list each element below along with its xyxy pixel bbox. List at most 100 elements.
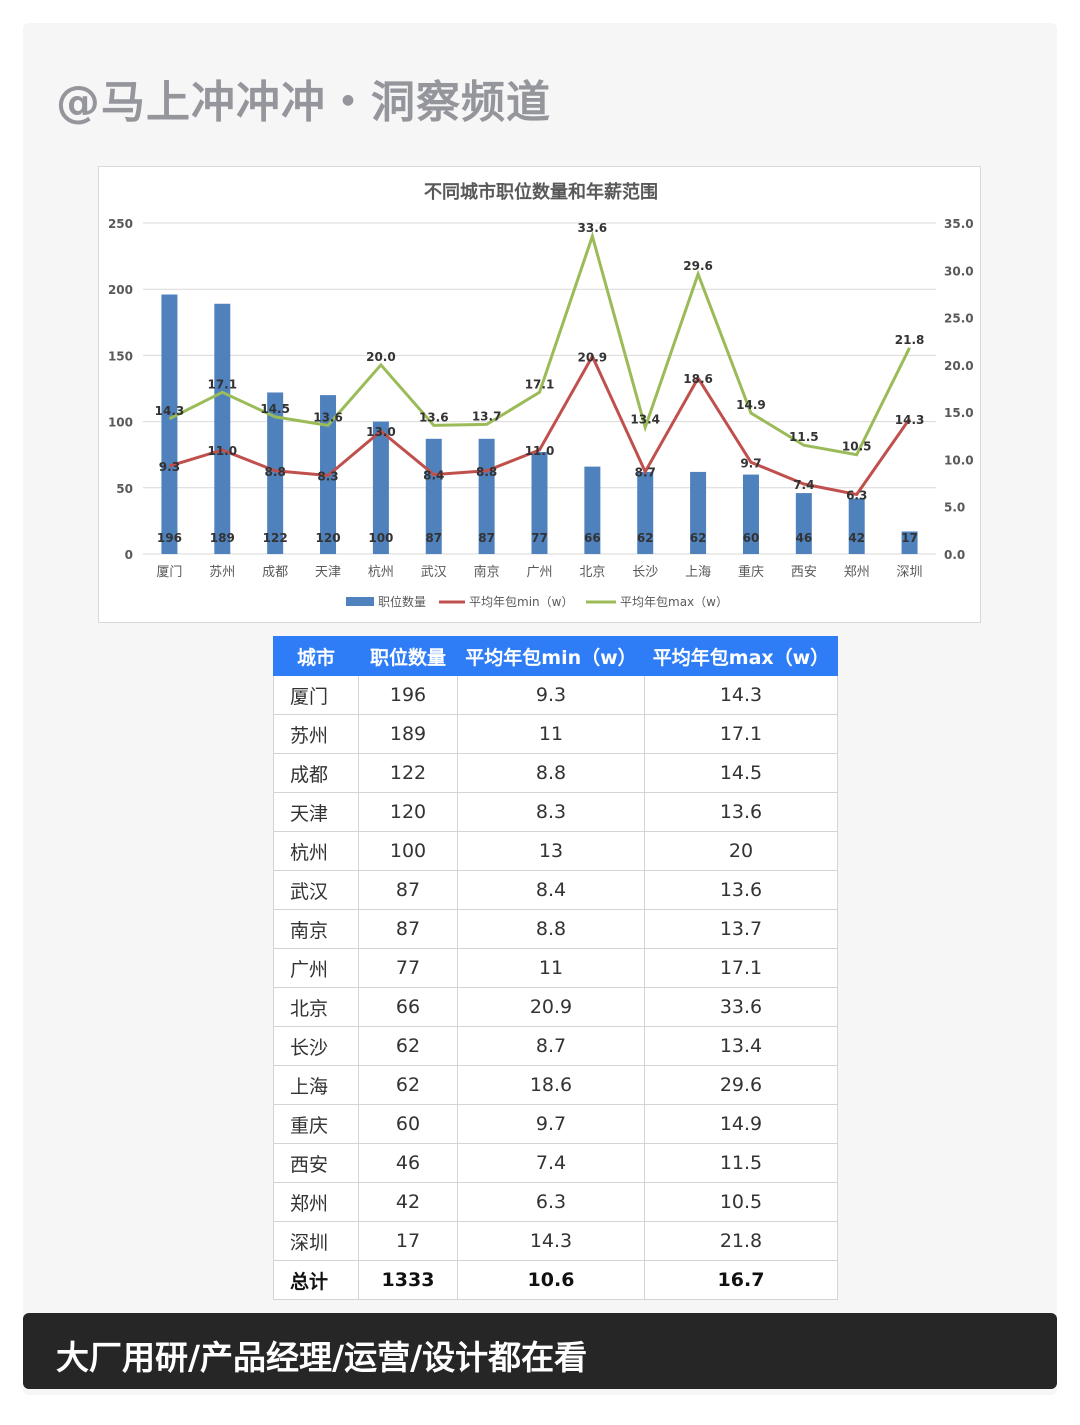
bar <box>161 294 178 554</box>
right-axis-tick: 10.0 <box>944 453 974 467</box>
cell-city: 郑州 <box>273 1182 359 1222</box>
cell-salary-max: 16.7 <box>644 1260 838 1300</box>
table-row: 上海 62 18.6 29.6 <box>273 1065 838 1105</box>
min-salary-line <box>168 353 911 497</box>
bar-value-label: 42 <box>848 531 865 545</box>
bar <box>584 466 601 554</box>
table-row: 厦门 196 9.3 14.3 <box>273 675 838 715</box>
bar <box>848 498 865 554</box>
right-axis-tick: 30.0 <box>944 264 974 278</box>
bar-value-label: 77 <box>531 531 548 545</box>
bar-value-label: 62 <box>637 531 654 545</box>
cell-city: 重庆 <box>273 1104 359 1144</box>
cell-salary-min: 8.8 <box>457 753 645 793</box>
cell-job-count: 60 <box>358 1104 458 1144</box>
cell-city: 深圳 <box>273 1221 359 1261</box>
cell-salary-max: 20 <box>644 831 838 871</box>
cell-salary-min: 20.9 <box>457 987 645 1027</box>
cell-city: 上海 <box>273 1065 359 1105</box>
category-label: 南京 <box>474 564 500 580</box>
bar <box>901 531 918 554</box>
cell-job-count: 122 <box>358 753 458 793</box>
category-label: 武汉 <box>421 565 447 580</box>
header-city: 城市 <box>273 636 359 676</box>
cell-salary-min: 9.3 <box>457 675 645 715</box>
table-row: 苏州 189 11 17.1 <box>273 714 838 754</box>
legend-label: 平均年包max（w） <box>620 595 728 609</box>
category-label: 重庆 <box>738 564 764 580</box>
table-row: 武汉 87 8.4 13.6 <box>273 870 838 910</box>
category-label: 北京 <box>579 565 605 580</box>
category-label: 西安 <box>791 565 817 580</box>
cell-city: 苏州 <box>273 714 359 754</box>
cell-job-count: 87 <box>358 909 458 949</box>
cell-salary-min: 11 <box>457 948 645 988</box>
bar-value-label: 120 <box>316 531 341 545</box>
table-row: 长沙 62 8.7 13.4 <box>273 1026 838 1066</box>
category-label: 广州 <box>526 565 552 580</box>
table-row: 南京 87 8.8 13.7 <box>273 909 838 949</box>
cell-salary-max: 13.4 <box>644 1026 838 1066</box>
bar <box>742 474 759 554</box>
table-row: 深圳 17 14.3 21.8 <box>273 1221 838 1261</box>
cell-salary-max: 14.9 <box>644 1104 838 1144</box>
bar-value-label: 122 <box>263 531 288 545</box>
bar-value-label: 46 <box>795 531 812 545</box>
min-value-label: 6.3 <box>846 488 867 502</box>
table-header-row: 城市 职位数量 平均年包min（w） 平均年包max（w） <box>273 636 838 676</box>
bar <box>795 493 812 554</box>
bar-value-label: 100 <box>368 531 393 545</box>
min-value-label: 7.4 <box>793 478 814 492</box>
cell-job-count: 87 <box>358 870 458 910</box>
cell-city: 广州 <box>273 948 359 988</box>
cell-job-count: 62 <box>358 1026 458 1066</box>
category-label: 郑州 <box>844 565 870 580</box>
max-value-label: 13.7 <box>472 409 502 423</box>
left-axis-tick: 100 <box>108 416 133 430</box>
left-axis-tick: 200 <box>108 283 133 297</box>
header-salary-max: 平均年包max（w） <box>644 636 838 676</box>
category-label: 深圳 <box>897 565 923 580</box>
cell-salary-max: 10.5 <box>644 1182 838 1222</box>
cell-salary-max: 11.5 <box>644 1143 838 1183</box>
min-value-label: 9.7 <box>740 456 761 470</box>
cell-job-count: 77 <box>358 948 458 988</box>
bar-value-label: 60 <box>743 531 760 545</box>
min-value-label: 8.4 <box>423 469 444 483</box>
cell-salary-max: 33.6 <box>644 987 838 1027</box>
right-axis-tick: 0.0 <box>944 548 965 562</box>
brand-title: @马上冲冲冲・洞察频道 <box>56 77 551 128</box>
table-row: 成都 122 8.8 14.5 <box>273 753 838 793</box>
cell-salary-min: 8.4 <box>457 870 645 910</box>
left-axis-tick: 50 <box>116 482 133 496</box>
cell-salary-max: 17.1 <box>644 948 838 988</box>
min-value-label: 9.3 <box>159 460 180 474</box>
cell-salary-max: 13.6 <box>644 870 838 910</box>
legend-bar-swatch <box>346 597 374 606</box>
cell-salary-max: 14.5 <box>644 753 838 793</box>
cell-city: 杭州 <box>273 831 359 871</box>
cell-salary-min: 7.4 <box>457 1143 645 1183</box>
category-label: 厦门 <box>156 565 182 580</box>
cell-job-count: 196 <box>358 675 458 715</box>
max-value-label: 17.1 <box>207 377 237 391</box>
cell-city: 南京 <box>273 909 359 949</box>
table-row: 天津 120 8.3 13.6 <box>273 792 838 832</box>
bar <box>531 452 548 554</box>
category-label: 上海 <box>685 565 711 580</box>
table-total-row: 总计 1333 10.6 16.7 <box>273 1260 838 1300</box>
cell-job-count: 42 <box>358 1182 458 1222</box>
max-value-label: 14.9 <box>736 398 766 412</box>
max-value-label: 13.4 <box>630 412 660 426</box>
min-value-label: 13.0 <box>366 425 396 439</box>
cell-city: 天津 <box>273 792 359 832</box>
category-label: 杭州 <box>368 565 394 580</box>
max-value-label: 10.5 <box>842 440 872 454</box>
table-row: 广州 77 11 17.1 <box>273 948 838 988</box>
bar <box>690 471 707 554</box>
cell-job-count: 17 <box>358 1221 458 1261</box>
category-label: 天津 <box>315 565 341 580</box>
max-value-label: 17.1 <box>525 377 555 391</box>
cell-job-count: 100 <box>358 831 458 871</box>
chart-title: 不同城市职位数量和年薪范围 <box>424 181 658 203</box>
